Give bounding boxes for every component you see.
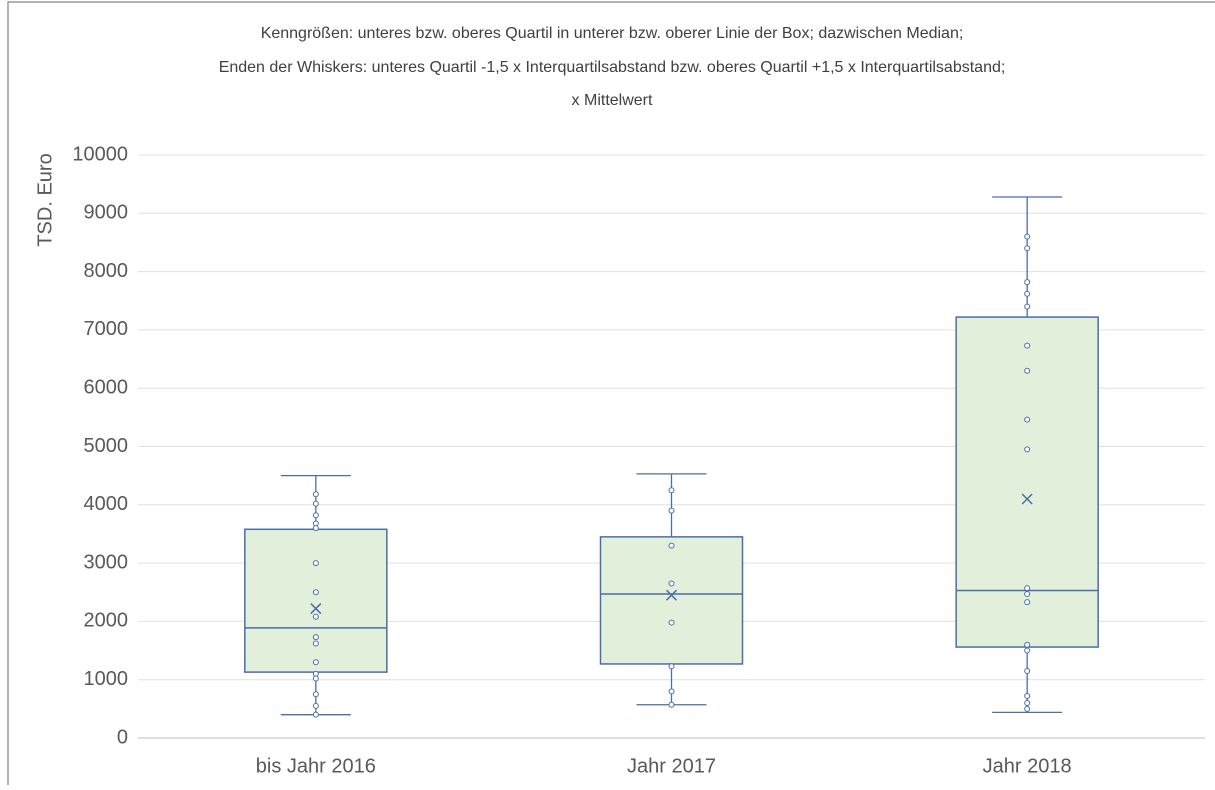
y-tick-label: 3000 [84,551,129,573]
data-point [668,619,675,626]
data-point [1024,342,1031,349]
box [599,536,744,665]
x-tick-label: bis Jahr 2016 [256,755,376,777]
chart-title: Enden der Whiskers: unteres Quartil -1,5… [219,59,1006,76]
data-point [668,542,675,549]
data-point [1024,641,1031,648]
y-tick-label: 1000 [84,668,129,690]
data-point [1024,700,1031,707]
data-point [1024,290,1031,297]
data-point [1024,599,1031,606]
data-point [312,634,319,641]
y-tick-label: 7000 [84,318,129,340]
box [244,528,388,673]
data-point [1024,705,1031,712]
mean-marker [310,603,322,615]
data-point [312,500,319,507]
data-point [668,688,675,695]
data-point [1024,303,1031,310]
x-tick-label: Jahr 2017 [627,755,716,777]
data-point [668,580,675,587]
data-point [312,589,319,596]
data-point [312,525,319,532]
y-tick-label: 0 [117,726,128,748]
y-tick-label: 6000 [84,376,129,398]
data-point [1024,367,1031,374]
y-tick-label: 8000 [84,260,129,282]
mean-marker [1021,493,1033,505]
y-tick-label: 10000 [72,143,128,165]
data-point [312,711,319,718]
data-point [1024,693,1031,700]
data-point [1024,233,1031,240]
data-point [1024,279,1031,286]
data-point [312,640,319,647]
data-point [312,512,319,519]
y-tick-label: 5000 [84,435,129,457]
data-point [312,613,319,620]
chart-title: Kenngrößen: unteres bzw. oberes Quartil … [261,25,964,42]
data-point [312,675,319,682]
data-point [668,701,675,708]
box [955,316,1099,648]
data-point [1024,416,1031,423]
data-point [312,691,319,698]
data-point [668,663,675,670]
data-point [1024,647,1031,654]
data-point [668,507,675,514]
mean-marker [665,589,678,601]
data-point [312,702,319,709]
data-point [1024,590,1031,597]
y-axis-label: TSD. Euro [34,153,56,246]
data-point [1024,667,1031,674]
data-point [1024,446,1031,453]
x-tick-label: Jahr 2018 [983,755,1072,777]
y-tick-label: 4000 [84,493,129,515]
data-point [668,487,675,494]
data-point [1024,245,1031,252]
y-tick-label: 2000 [84,610,129,632]
data-point [312,491,319,498]
data-point [312,659,319,666]
data-point [312,560,319,567]
data-point [1024,585,1031,592]
chart-title: x Mittelwert [572,92,653,109]
y-tick-label: 9000 [84,202,129,224]
